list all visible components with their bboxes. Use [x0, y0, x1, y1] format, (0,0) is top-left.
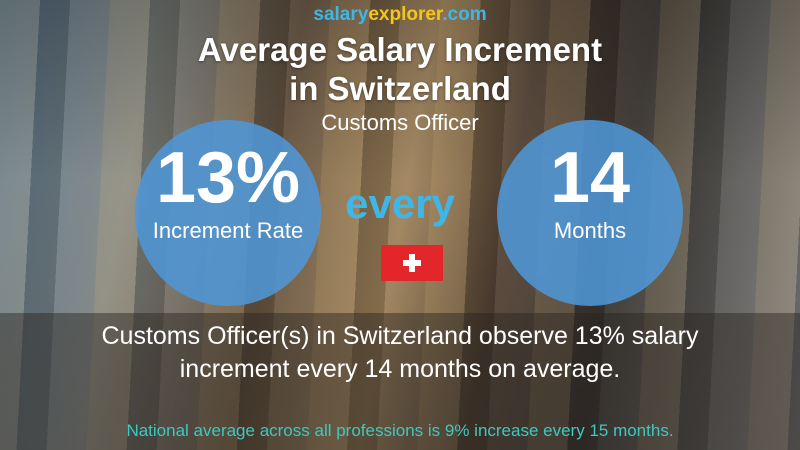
swiss-flag-icon — [381, 245, 443, 281]
description-band — [0, 313, 800, 450]
description-line-2: increment every 14 months on average. — [179, 355, 621, 383]
brand-logo[interactable]: salaryexplorer.com — [0, 4, 800, 26]
every-label: every — [345, 180, 455, 227]
description: Customs Officer(s) in Switzerland observ… — [0, 320, 800, 386]
page-title: Average Salary Increment in Switzerland — [0, 30, 800, 108]
title-line-1: Average Salary Increment — [197, 31, 603, 68]
months-value: 14 — [549, 138, 631, 218]
brand-part-explorer: explorer — [368, 4, 443, 25]
increment-rate-label: Increment Rate — [152, 218, 304, 243]
brand-part-domain: .com — [442, 4, 487, 25]
increment-rate-circle: 13% Increment Rate — [135, 120, 321, 306]
national-average-note: National average across all professions … — [126, 421, 674, 440]
months-circle: 14 Months — [497, 120, 683, 306]
description-line-1: Customs Officer(s) in Switzerland observ… — [101, 322, 699, 350]
job-title: Customs Officer — [321, 110, 479, 135]
brand-part-salary: salary — [313, 4, 369, 25]
title-line-2: in Switzerland — [289, 70, 511, 107]
months-label: Months — [553, 218, 627, 243]
increment-rate-value: 13% — [155, 138, 301, 218]
